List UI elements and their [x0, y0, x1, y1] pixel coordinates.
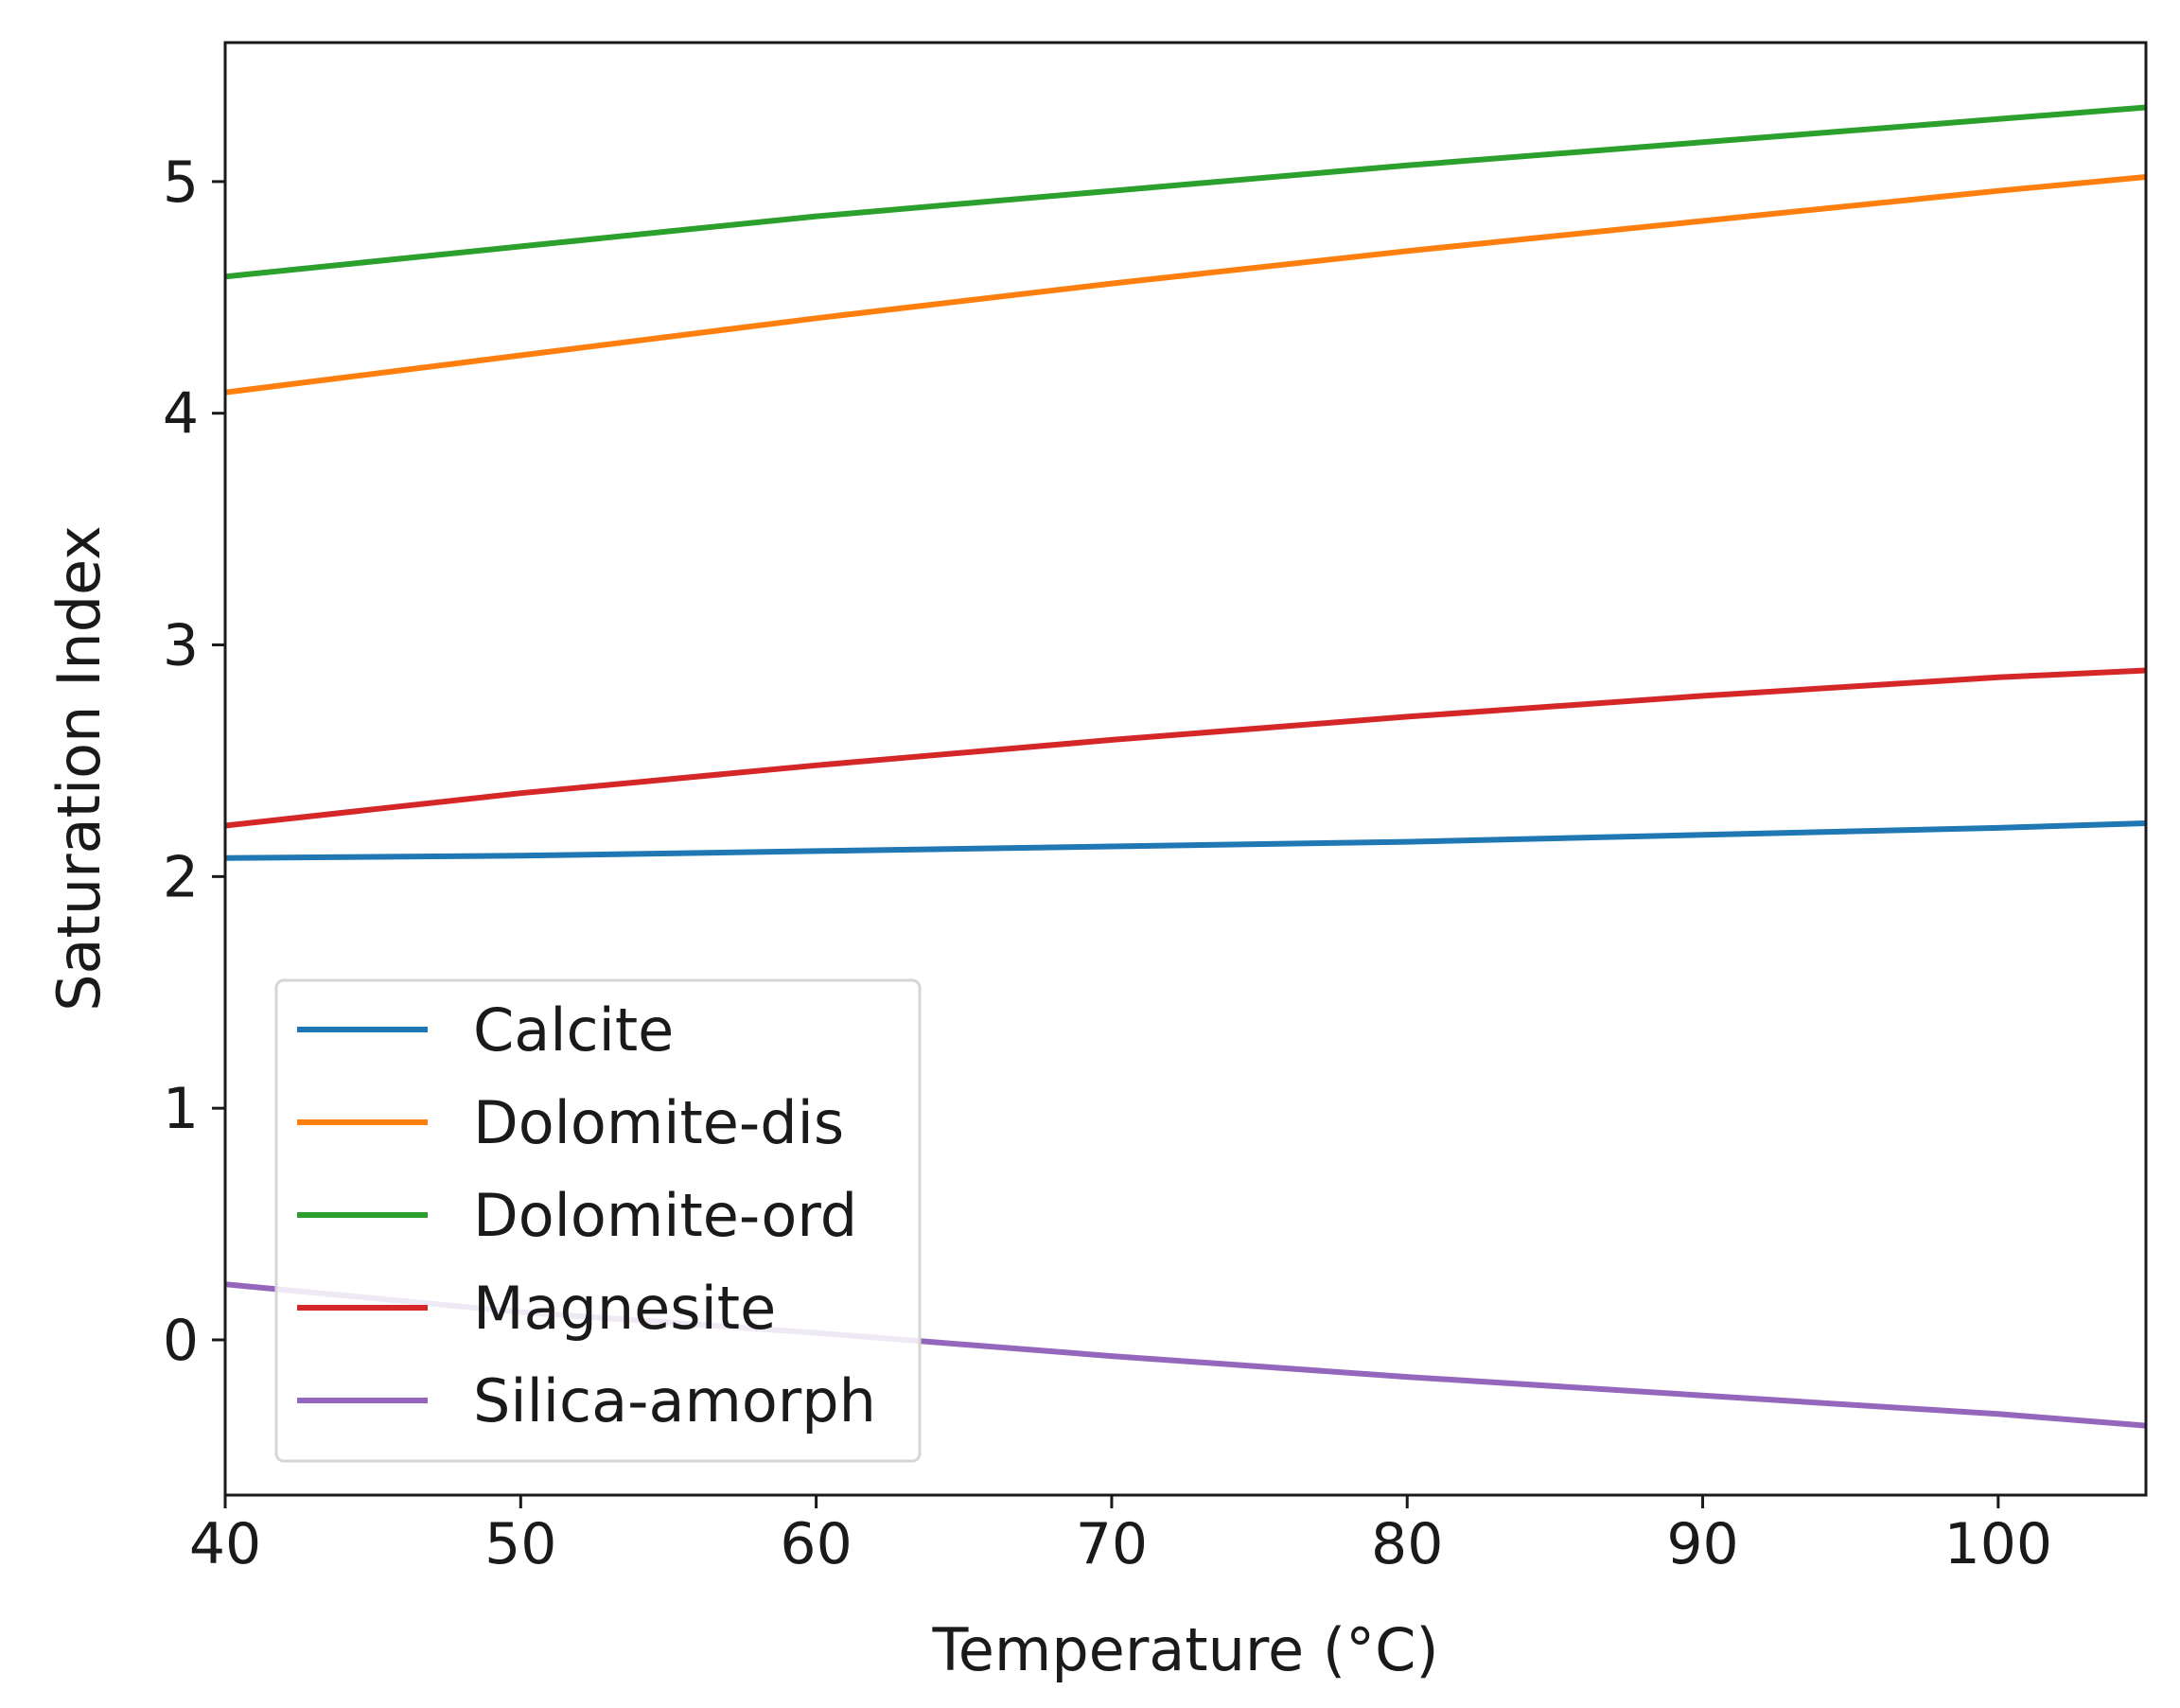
y-axis-label: Saturation Index — [44, 525, 114, 1012]
x-tick-label: 90 — [1666, 1511, 1738, 1577]
legend-label-dolomite-ord: Dolomite-ord — [473, 1181, 857, 1250]
series-line-calcite — [224, 820, 2147, 861]
y-axis-ticks: 0 1 2 3 4 5 — [163, 150, 225, 1374]
x-tick-label: 50 — [484, 1511, 556, 1577]
x-tick-label: 100 — [1944, 1511, 2053, 1577]
series-layer — [224, 104, 2147, 1429]
y-tick-label: 3 — [163, 613, 199, 679]
x-tick-label: 40 — [189, 1511, 261, 1577]
legend-label-calcite: Calcite — [473, 995, 674, 1065]
y-tick-label: 2 — [163, 844, 199, 910]
y-tick-label: 1 — [163, 1076, 199, 1142]
y-tick-label: 5 — [163, 150, 199, 216]
series-line-dolomite-ord — [224, 104, 2147, 280]
legend-label-dolomite-dis: Dolomite-dis — [473, 1088, 844, 1157]
x-axis-label: Temperature (°C) — [931, 1615, 1438, 1684]
x-axis-ticks: 40 50 60 70 80 90 100 — [189, 1495, 2052, 1577]
legend-label-magnesite: Magnesite — [473, 1274, 776, 1343]
y-tick-label: 4 — [163, 381, 199, 448]
x-tick-label: 80 — [1371, 1511, 1443, 1577]
x-tick-label: 60 — [780, 1511, 852, 1577]
x-tick-label: 70 — [1076, 1511, 1148, 1577]
legend: Calcite Dolomite-dis Dolomite-ord Magnesite… — [274, 978, 922, 1463]
series-line-dolomite-dis — [224, 174, 2147, 396]
series-line-magnesite — [224, 667, 2147, 829]
plot-frame — [223, 41, 2148, 1497]
y-tick-label: 0 — [163, 1308, 199, 1374]
legend-frame — [274, 978, 922, 1463]
legend-label-silica-amorph: Silica-amorph — [473, 1366, 876, 1435]
